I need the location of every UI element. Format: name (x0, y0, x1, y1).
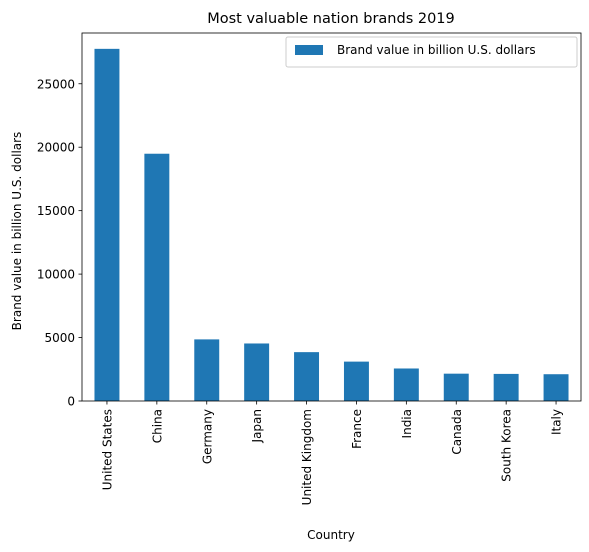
x-tick-label: China (150, 409, 164, 443)
x-tick-label: Italy (550, 409, 564, 435)
y-tick-label: 10000 (37, 268, 75, 282)
x-tick-label: India (400, 409, 414, 438)
x-tick-label: France (350, 409, 364, 449)
bar (543, 374, 569, 401)
x-axis-label: Country (307, 528, 355, 542)
chart-title: Most valuable nation brands 2019 (207, 11, 455, 27)
y-tick-label: 5000 (44, 331, 75, 345)
axes-frame (81, 32, 582, 402)
legend-label: Brand value in billion U.S. dollars (337, 43, 536, 57)
bar (393, 368, 419, 401)
bar (493, 373, 519, 401)
x-tick-label: United States (100, 409, 114, 490)
bar (144, 153, 170, 401)
legend-box (285, 36, 578, 68)
legend: Brand value in billion U.S. dollars (285, 36, 578, 68)
x-tick-label: United Kingdom (300, 409, 314, 505)
bar (244, 343, 270, 401)
y-tick-label: 20000 (37, 141, 75, 155)
plot-area: 0 5000 10000 15000 20000 25000 United States Ch… (37, 32, 582, 505)
bar (443, 373, 469, 401)
y-tick-label: 25000 (37, 77, 75, 91)
bar (94, 48, 120, 401)
bar (343, 361, 369, 401)
y-tick-label: 0 (67, 395, 75, 409)
bar (294, 352, 320, 401)
legend-swatch (295, 45, 323, 55)
y-tick-label: 15000 (37, 204, 75, 218)
x-tick-label: Japan (250, 409, 264, 443)
y-axis-label: Brand value in billion U.S. dollars (10, 132, 24, 331)
bar (194, 339, 220, 401)
x-tick-label: South Korea (500, 409, 514, 482)
x-tick-label: Canada (450, 409, 464, 455)
x-tick-label: Germany (200, 409, 214, 464)
